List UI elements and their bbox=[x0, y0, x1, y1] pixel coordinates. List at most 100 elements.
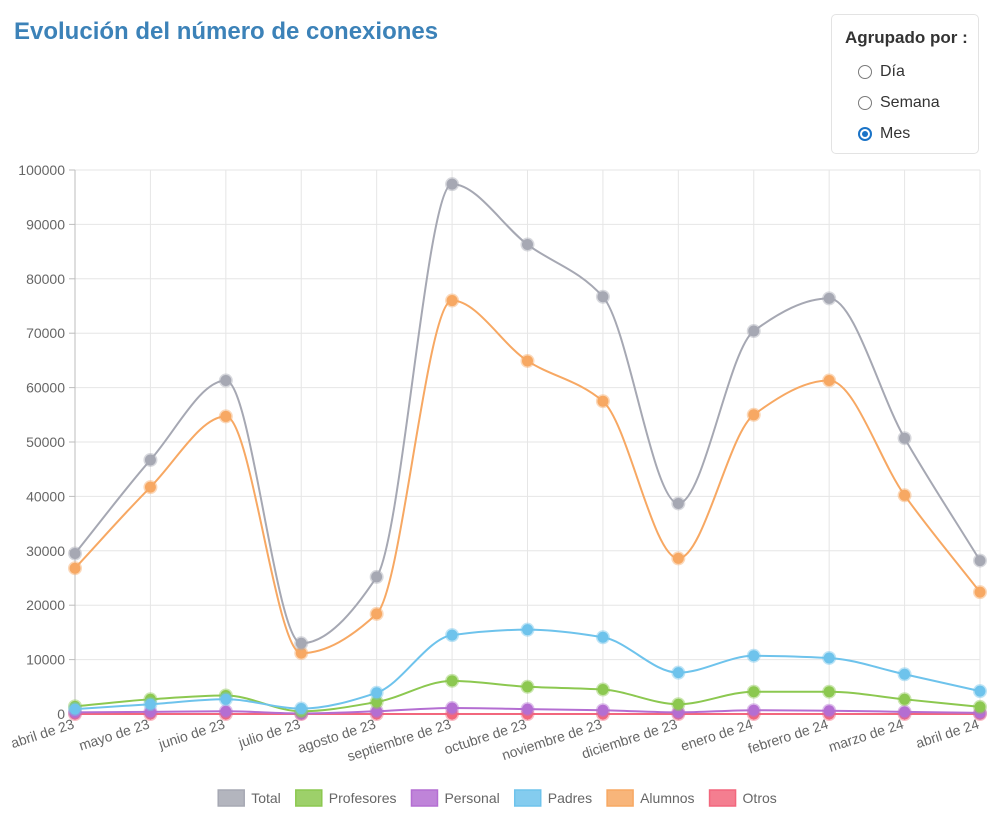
group-by-option-mes[interactable]: Mes bbox=[845, 118, 978, 149]
y-tick-label-0: 0 bbox=[57, 706, 65, 722]
data-point-personal-5 bbox=[445, 701, 460, 716]
y-tick-label-8: 80000 bbox=[26, 271, 65, 287]
x-tick-label-2: junio de 23 bbox=[156, 716, 227, 753]
x-tick-label-10: febrero de 24 bbox=[746, 716, 830, 757]
data-point-alumnos-1 bbox=[143, 480, 158, 495]
data-point-profesores-6 bbox=[520, 679, 535, 694]
radio-dia[interactable] bbox=[858, 64, 872, 79]
grid bbox=[74, 169, 981, 715]
legend-swatch-otros bbox=[708, 789, 737, 807]
data-point-alumnos-9 bbox=[746, 407, 761, 422]
y-tick-label-6: 60000 bbox=[26, 380, 65, 396]
radio-label-mes: Mes bbox=[880, 124, 911, 142]
data-point-alumnos-7 bbox=[595, 394, 610, 409]
radio-mes[interactable] bbox=[858, 126, 872, 141]
data-point-profesores-7 bbox=[595, 682, 610, 697]
y-tick-label-2: 20000 bbox=[26, 597, 65, 613]
data-point-total-6 bbox=[520, 237, 535, 252]
data-point-total-10 bbox=[822, 291, 837, 306]
x-tick-label-1: mayo de 23 bbox=[77, 716, 152, 754]
data-point-personal-9 bbox=[746, 703, 761, 718]
data-point-total-7 bbox=[595, 289, 610, 304]
legend-item-alumnos: Alumnos bbox=[606, 789, 695, 807]
data-point-profesores-11 bbox=[897, 692, 912, 707]
legend-swatch-padres bbox=[513, 789, 542, 807]
legend-label-personal: Personal bbox=[444, 790, 499, 806]
legend-swatch-total bbox=[217, 789, 245, 807]
data-point-alumnos-12 bbox=[973, 585, 987, 600]
radio-label-semana: Semana bbox=[880, 93, 940, 111]
data-point-padres-10 bbox=[822, 650, 837, 665]
data-point-padres-4 bbox=[369, 685, 384, 700]
x-tick-label-12: abril de 24 bbox=[914, 716, 981, 751]
legend-swatch-personal bbox=[410, 789, 439, 807]
data-point-profesores-5 bbox=[445, 673, 460, 688]
legend-item-personal: Personal bbox=[410, 789, 500, 807]
series-padres bbox=[68, 622, 987, 717]
data-point-padres-9 bbox=[746, 648, 761, 663]
legend-label-alumnos: Alumnos bbox=[640, 790, 694, 806]
legend-item-total: Total bbox=[217, 789, 281, 807]
data-point-alumnos-6 bbox=[520, 353, 535, 368]
data-point-padres-7 bbox=[595, 630, 610, 645]
x-tick-label-3: julio de 23 bbox=[236, 716, 303, 751]
group-by-option-semana[interactable]: Semana bbox=[845, 87, 978, 118]
data-point-personal-7 bbox=[595, 703, 610, 718]
data-point-total-11 bbox=[897, 431, 912, 446]
data-point-padres-5 bbox=[445, 628, 460, 643]
data-point-personal-6 bbox=[520, 702, 535, 717]
data-point-alumnos-0 bbox=[68, 561, 82, 576]
group-by-option-dia[interactable]: Día bbox=[845, 56, 978, 87]
legend-item-padres: Padres bbox=[513, 789, 592, 807]
y-tick-label-10: 100000 bbox=[18, 162, 65, 178]
data-point-total-1 bbox=[143, 452, 158, 467]
group-by-panel: Agrupado por : Día Semana Mes bbox=[831, 14, 979, 154]
data-point-alumnos-2 bbox=[218, 409, 233, 424]
legend-label-otros: Otros bbox=[743, 790, 777, 806]
series-alumnos bbox=[68, 293, 987, 661]
x-tick-label-11: marzo de 24 bbox=[827, 716, 906, 755]
data-point-personal-10 bbox=[822, 703, 837, 718]
series-total bbox=[68, 177, 987, 651]
data-point-total-5 bbox=[445, 177, 460, 192]
y-tick-label-9: 90000 bbox=[26, 216, 65, 232]
data-point-padres-3 bbox=[294, 701, 309, 716]
data-point-padres-11 bbox=[897, 667, 912, 682]
data-point-profesores-8 bbox=[671, 697, 686, 712]
chart-title: Evolución del número de conexiones bbox=[14, 18, 439, 45]
data-point-profesores-12 bbox=[973, 699, 987, 714]
data-point-alumnos-10 bbox=[822, 373, 837, 388]
legend-label-padres: Padres bbox=[548, 790, 592, 806]
legend-item-profesores: Profesores bbox=[295, 789, 397, 807]
radio-label-dia: Día bbox=[880, 62, 905, 80]
data-point-total-4 bbox=[369, 569, 384, 584]
group-by-label: Agrupado por : bbox=[845, 28, 968, 47]
legend: Total Profesores Personal Padres Alumnos Otro… bbox=[217, 789, 777, 807]
y-tick-label-4: 40000 bbox=[26, 488, 65, 504]
legend-label-profesores: Profesores bbox=[329, 790, 397, 806]
y-tick-label-5: 50000 bbox=[26, 434, 65, 450]
radio-semana[interactable] bbox=[858, 95, 872, 110]
data-point-alumnos-5 bbox=[445, 293, 460, 308]
data-point-total-0 bbox=[68, 546, 82, 561]
x-tick-label-0: abril de 23 bbox=[9, 716, 76, 751]
data-point-padres-1 bbox=[143, 697, 158, 712]
data-point-padres-6 bbox=[520, 622, 535, 637]
data-point-total-9 bbox=[746, 324, 761, 339]
data-point-padres-0 bbox=[68, 702, 82, 717]
y-tick-label-3: 30000 bbox=[26, 543, 65, 559]
data-point-alumnos-11 bbox=[897, 488, 912, 503]
data-point-padres-12 bbox=[973, 684, 987, 699]
data-point-total-2 bbox=[218, 373, 233, 388]
x-tick-label-9: enero de 24 bbox=[679, 716, 755, 754]
data-point-personal-2 bbox=[218, 704, 233, 719]
data-point-total-12 bbox=[973, 553, 987, 568]
legend-label-total: Total bbox=[251, 790, 281, 806]
legend-item-otros: Otros bbox=[708, 789, 777, 807]
data-point-profesores-10 bbox=[822, 684, 837, 699]
legend-swatch-profesores bbox=[295, 789, 323, 807]
data-point-personal-11 bbox=[897, 704, 912, 719]
y-tick-label-7: 70000 bbox=[26, 325, 65, 341]
data-point-profesores-9 bbox=[746, 684, 761, 699]
